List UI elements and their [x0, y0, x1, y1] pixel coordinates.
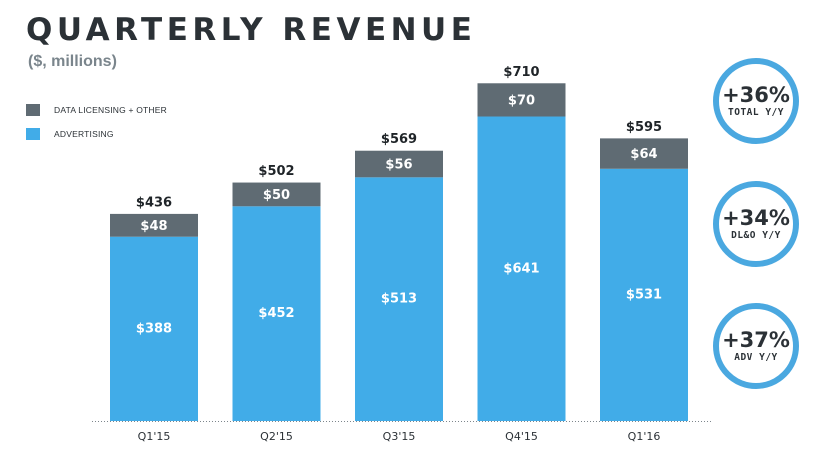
bar-data-licensing-q215	[232, 182, 321, 207]
bar-data-licensing-q115	[110, 213, 198, 237]
label-advertising-q415: $641	[503, 261, 539, 276]
label-data-licensing-q215: $50	[263, 188, 290, 203]
label-data-licensing-q315: $56	[385, 158, 412, 173]
chart-subtitle: ($, millions)	[28, 53, 117, 70]
label-advertising-q315: $513	[381, 292, 417, 307]
legend-item-advertising: ADVERTISING	[26, 122, 167, 146]
label-advertising-q116: $531	[626, 287, 662, 302]
badge-adv-value: +37%	[722, 328, 790, 352]
x-tick-label-q315: Q3'15	[383, 430, 416, 443]
label-total-q116: $595	[626, 120, 662, 135]
label-advertising-q115: $388	[136, 321, 172, 336]
label-total-q115: $436	[136, 195, 172, 210]
badge-adv-growth: +37% ADV Y/Y	[713, 303, 799, 389]
legend-label-advertising: ADVERTISING	[54, 129, 114, 139]
x-tick-label-q116: Q1'16	[628, 430, 661, 443]
bar-advertising-q115	[110, 236, 198, 421]
bar-advertising-q215	[232, 206, 321, 421]
label-data-licensing-q415: $70	[508, 93, 535, 108]
label-total-q415: $710	[503, 65, 539, 80]
x-tick-label-q215: Q2'15	[260, 430, 293, 443]
badge-dlo-growth: +34% DL&O Y/Y	[713, 181, 799, 267]
x-tick-label-q115: Q1'15	[138, 430, 171, 443]
legend: DATA LICENSING + OTHER ADVERTISING	[26, 98, 167, 146]
legend-swatch-data-licensing	[26, 104, 40, 116]
badge-adv-label: ADV Y/Y	[734, 352, 778, 363]
bar-data-licensing-q415	[477, 83, 566, 117]
bar-data-licensing-q315	[355, 150, 443, 178]
label-data-licensing-q116: $64	[630, 147, 657, 162]
label-total-q315: $569	[381, 132, 417, 147]
x-tick-label-q415: Q4'15	[505, 430, 538, 443]
legend-swatch-advertising	[26, 128, 40, 140]
badge-dlo-label: DL&O Y/Y	[731, 230, 781, 241]
badge-dlo-value: +34%	[722, 206, 790, 230]
label-total-q215: $502	[258, 164, 294, 179]
bar-advertising-q315	[355, 177, 443, 421]
legend-label-data-licensing: DATA LICENSING + OTHER	[54, 105, 167, 115]
bar-advertising-q415	[477, 116, 566, 422]
label-advertising-q215: $452	[258, 306, 294, 321]
label-data-licensing-q115: $48	[140, 219, 167, 234]
badge-total-value: +36%	[722, 83, 790, 107]
badge-total-growth: +36% TOTAL Y/Y	[713, 58, 799, 144]
chart-title: QUARTERLY REVENUE	[26, 12, 477, 48]
badge-total-label: TOTAL Y/Y	[728, 107, 784, 118]
bar-data-licensing-q116	[600, 138, 688, 169]
legend-item-data-licensing: DATA LICENSING + OTHER	[26, 98, 167, 122]
bar-advertising-q116	[600, 168, 688, 421]
